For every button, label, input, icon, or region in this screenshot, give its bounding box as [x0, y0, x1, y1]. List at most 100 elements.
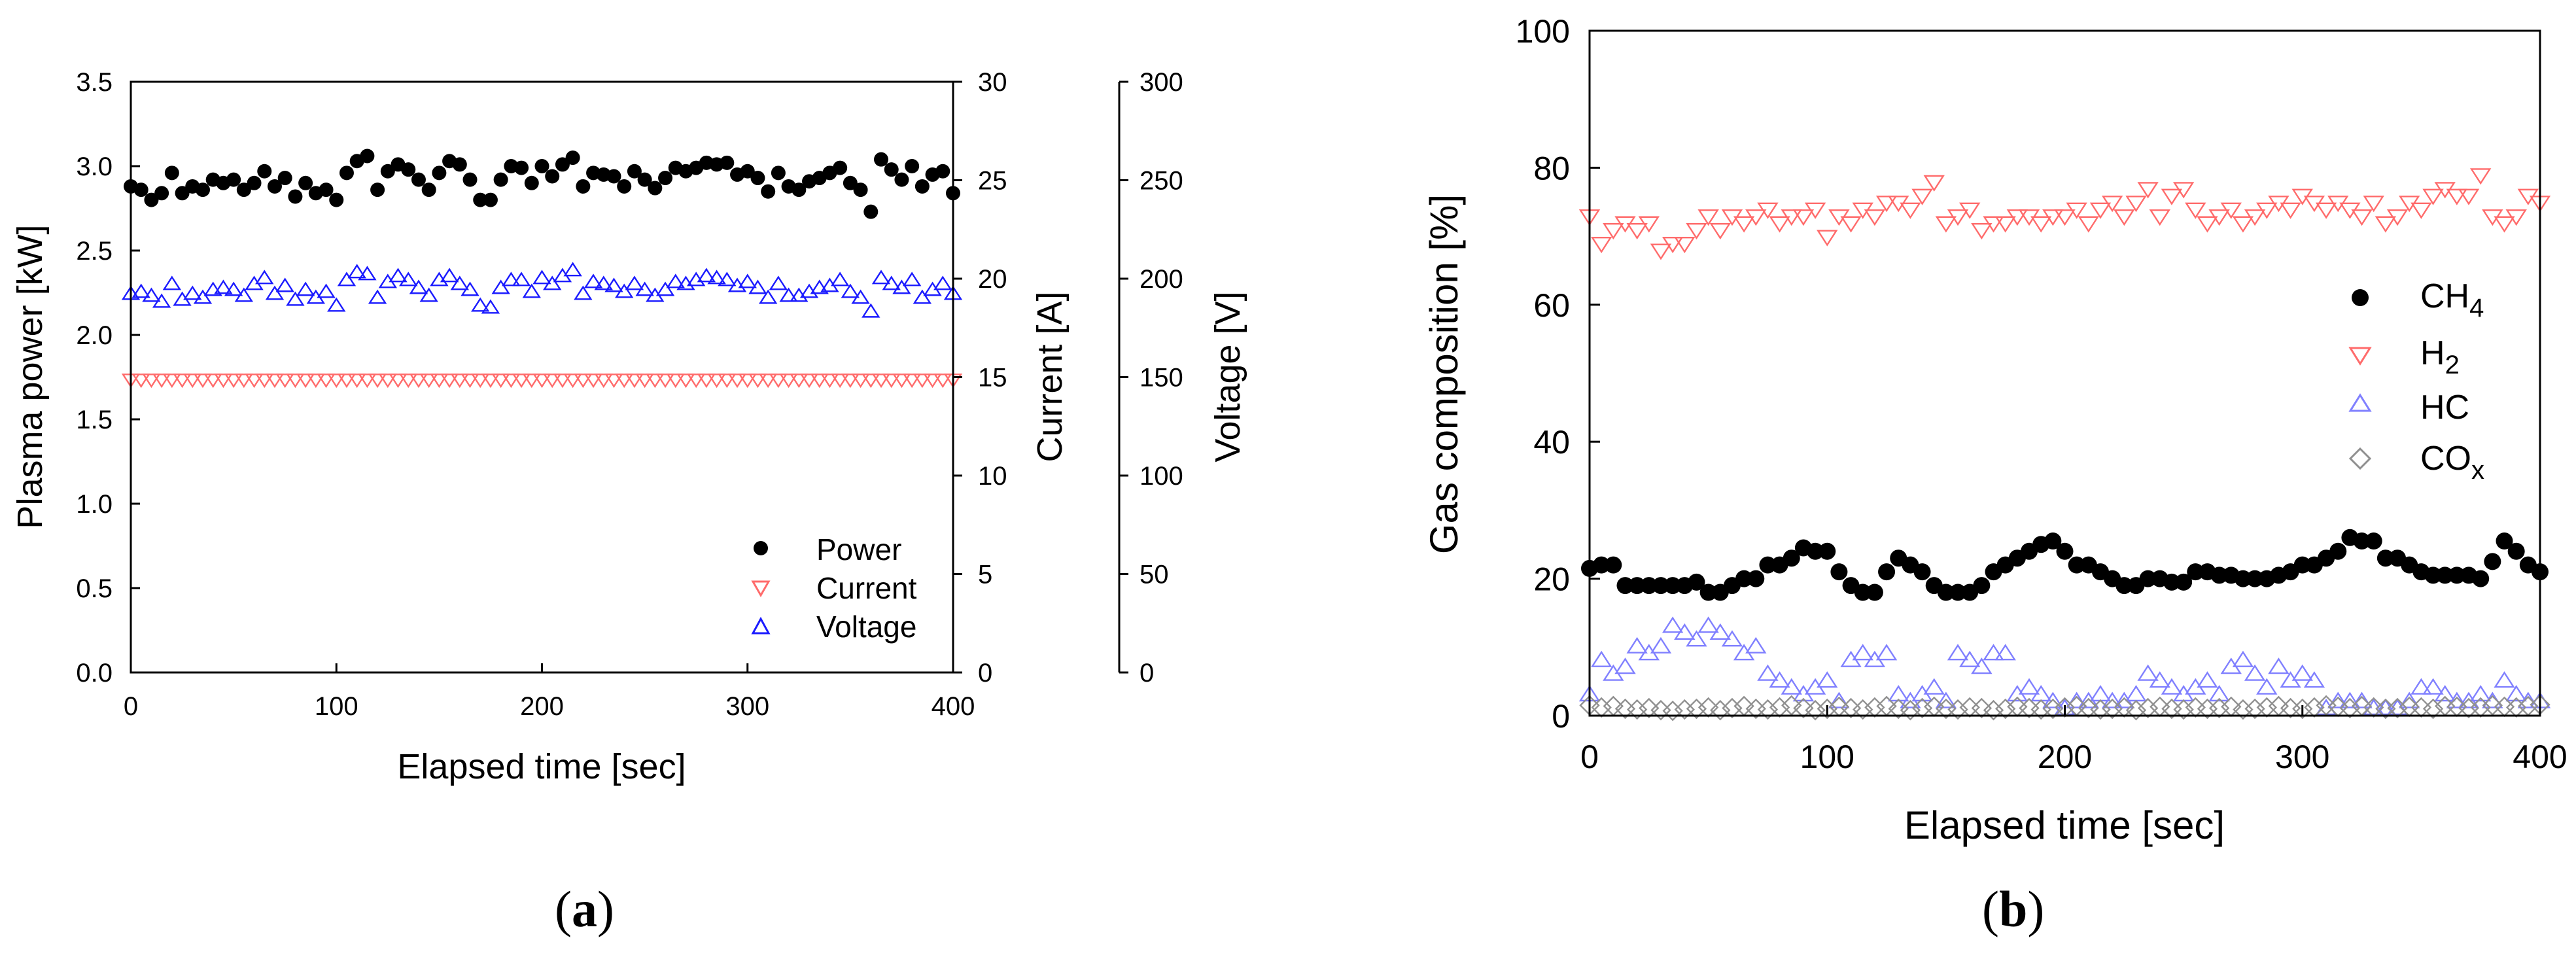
point-power	[863, 204, 879, 219]
point-voltage	[748, 279, 767, 294]
point-hc	[2422, 678, 2444, 695]
point-ch4	[2056, 542, 2074, 560]
point-h2	[1958, 202, 1981, 219]
point-power	[154, 186, 169, 201]
point-ch4	[2115, 577, 2133, 595]
point-hc	[2125, 685, 2147, 702]
point-hc	[1697, 616, 1719, 633]
series-hc	[1578, 616, 2551, 716]
point-power	[914, 179, 930, 194]
point-cox	[2339, 697, 2361, 719]
point-hc	[2244, 664, 2266, 681]
point-voltage	[543, 275, 562, 290]
point-h2	[2351, 209, 2373, 226]
point-h2	[1971, 223, 1993, 240]
point-current	[265, 374, 285, 389]
point-h2	[1757, 202, 1779, 219]
point-h2	[2101, 196, 2123, 213]
point-hc	[1852, 644, 1873, 661]
point-ch4	[1605, 556, 1622, 574]
point-ch4	[1819, 542, 1836, 560]
point-ch4	[1973, 577, 1991, 595]
panel-b-letter: b	[1998, 881, 2028, 937]
chart-b-xtick-label: 0	[1580, 739, 1599, 775]
chart-b-legend: CH4 H2 HC COx	[2348, 277, 2484, 485]
legend-hc: HC	[2348, 389, 2469, 427]
point-h2	[2469, 168, 2492, 185]
point-voltage	[779, 287, 798, 302]
point-cox	[1900, 699, 1921, 721]
point-current	[583, 374, 603, 389]
point-ch4	[2163, 573, 2180, 591]
series-voltage	[121, 262, 963, 318]
point-power	[565, 150, 580, 166]
point-hc	[1745, 636, 1767, 654]
point-h2	[1875, 196, 1898, 213]
point-current	[224, 374, 243, 389]
panel-b-open: (	[1982, 881, 1999, 937]
point-current	[563, 374, 582, 389]
point-current	[594, 374, 613, 389]
chart-a-ytick-voltage-label: 300	[1140, 68, 1183, 97]
point-hc	[2089, 685, 2112, 702]
point-current	[409, 374, 428, 389]
point-current	[902, 374, 922, 389]
point-h2	[2137, 182, 2159, 199]
point-ch4	[2329, 542, 2347, 560]
point-ch4	[1949, 584, 1967, 601]
point-current	[131, 374, 150, 389]
point-voltage	[851, 289, 870, 304]
point-power	[473, 192, 488, 207]
point-hc	[1888, 685, 1909, 702]
point-voltage	[738, 273, 757, 288]
point-h2	[2411, 202, 2432, 219]
point-voltage	[327, 297, 346, 312]
point-hc	[1590, 650, 1612, 667]
point-ch4	[2293, 556, 2311, 574]
point-current	[275, 374, 294, 389]
chart-a-ytick-left-label: 0.0	[76, 659, 113, 688]
point-cox	[2137, 697, 2159, 719]
point-current	[471, 374, 490, 389]
chart-a-ytick-current-label: 30	[978, 68, 1007, 97]
point-hc	[2161, 678, 2183, 695]
point-power	[277, 171, 292, 186]
point-cox	[1805, 699, 1826, 721]
point-ch4	[1830, 563, 1848, 581]
point-current	[245, 374, 264, 389]
point-h2	[2458, 188, 2480, 205]
chart-a-ylabel-voltage: Voltage [V]	[1208, 291, 1247, 462]
point-power	[874, 152, 889, 167]
point-hc	[1875, 644, 1898, 661]
point-voltage	[203, 281, 222, 296]
point-current	[183, 374, 202, 389]
point-ch4	[1593, 556, 1610, 574]
point-cox	[2042, 698, 2064, 720]
point-current	[543, 374, 562, 389]
point-h2	[1900, 202, 1921, 219]
point-voltage	[152, 293, 171, 308]
chart-a-ytick-current-label: 20	[978, 265, 1007, 294]
point-current	[686, 374, 706, 389]
chart-a-xtick-label: 300	[725, 692, 769, 721]
point-voltage	[131, 283, 150, 298]
chart-a-ticks: 0 100 200 300 4000.00.51.01.52.02.53.03.5051…	[76, 68, 1183, 721]
chart-a-ytick-voltage-label: 100	[1140, 462, 1183, 491]
point-h2	[1662, 236, 1684, 254]
point-voltage	[368, 289, 387, 304]
point-current	[779, 374, 798, 389]
point-ch4	[1640, 577, 1658, 595]
chart-b-xlabel: Elapsed time [sec]	[1904, 803, 2225, 847]
chart-b: 0 100 200 300 400 0 20 40 60 80 100 Elapsed time […	[1422, 13, 2567, 847]
point-voltage	[183, 285, 202, 300]
chart-a-xtick-label: 200	[520, 692, 564, 721]
point-hc	[1781, 678, 1802, 695]
point-current	[553, 374, 572, 389]
point-power	[370, 183, 385, 198]
legend-voltage: Voltage	[751, 610, 916, 644]
legend-ch4: CH4	[2352, 277, 2484, 323]
point-ch4	[2484, 553, 2501, 570]
point-hc	[2339, 691, 2361, 708]
point-current	[389, 374, 408, 389]
